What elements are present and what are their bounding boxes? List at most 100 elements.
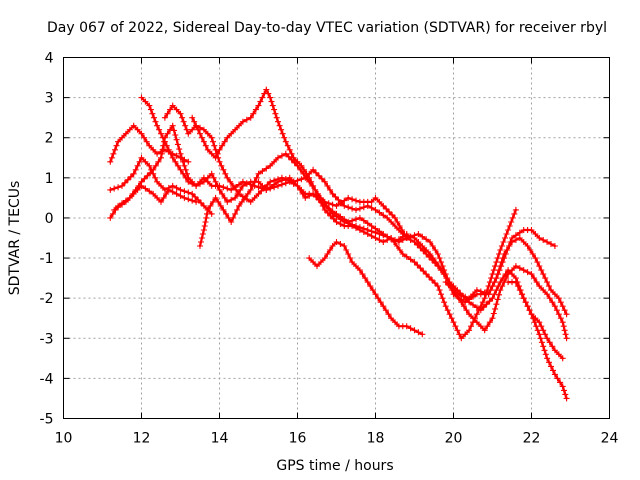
x-tick-label: 24	[601, 431, 619, 447]
x-tick-label: 16	[289, 431, 307, 447]
data-point	[429, 257, 436, 264]
data-point	[178, 154, 185, 161]
data-point	[546, 339, 553, 346]
data-point	[185, 130, 192, 137]
data-point	[150, 190, 157, 197]
data-point	[451, 288, 458, 295]
data-point	[224, 185, 231, 192]
data-point	[221, 138, 228, 145]
data-point	[306, 178, 313, 185]
data-point	[271, 184, 278, 191]
data-point	[483, 301, 490, 308]
data-point	[173, 184, 180, 191]
data-point	[485, 291, 492, 298]
data-point	[520, 295, 527, 302]
data-point	[506, 243, 513, 249]
data-point	[141, 134, 148, 141]
data-point	[477, 323, 484, 330]
data-point	[173, 136, 180, 143]
data-point	[512, 237, 519, 243]
data-point	[320, 198, 327, 205]
data-point	[349, 196, 356, 203]
data-point	[380, 303, 387, 310]
data-point	[180, 158, 187, 165]
data-point	[219, 142, 226, 149]
data-point	[159, 134, 166, 141]
data-point	[214, 150, 221, 157]
data-point	[204, 206, 211, 213]
data-point	[119, 200, 125, 207]
data-point	[417, 265, 424, 272]
data-point	[258, 187, 265, 194]
data-point	[480, 304, 487, 311]
data-point	[181, 162, 188, 169]
data-point	[403, 253, 410, 260]
data-point	[195, 126, 202, 133]
data-point	[177, 186, 184, 193]
data-point	[546, 359, 552, 366]
data-point	[454, 327, 461, 334]
data-point	[364, 202, 371, 209]
data-point	[458, 292, 465, 299]
data-point	[321, 178, 328, 185]
data-point	[169, 102, 176, 109]
data-point	[275, 182, 281, 189]
data-point	[436, 255, 443, 262]
data-point	[126, 126, 133, 133]
data-point	[161, 138, 168, 145]
data-point	[555, 295, 562, 302]
data-point	[142, 98, 149, 105]
data-point	[285, 153, 292, 160]
data-point	[446, 311, 453, 318]
data-point	[138, 178, 145, 185]
data-point	[110, 150, 117, 157]
data-point	[154, 178, 161, 185]
data-point	[495, 283, 502, 290]
series-track-9	[306, 239, 426, 338]
data-point	[551, 243, 558, 249]
data-point	[227, 178, 234, 185]
series-track-3	[111, 182, 200, 213]
data-point	[380, 202, 387, 209]
data-point	[182, 166, 189, 173]
data-point	[349, 259, 356, 266]
data-point	[164, 130, 171, 137]
data-point	[276, 122, 283, 129]
data-point	[551, 303, 558, 310]
data-point	[268, 98, 275, 105]
data-point	[524, 243, 531, 249]
data-point	[356, 205, 363, 212]
data-point	[444, 307, 451, 314]
series-track-8	[197, 150, 519, 342]
data-point	[275, 154, 281, 161]
data-point	[497, 263, 504, 270]
data-point	[503, 231, 510, 237]
data-point	[377, 299, 384, 306]
data-point	[538, 267, 545, 274]
data-point	[115, 138, 122, 145]
data-point	[183, 126, 190, 133]
data-point	[169, 188, 176, 195]
data-point	[271, 177, 278, 184]
data-point	[499, 255, 506, 262]
data-point	[415, 231, 422, 237]
data-point	[180, 170, 187, 177]
data-point	[528, 227, 535, 233]
data-point	[329, 190, 336, 197]
data-point	[143, 138, 150, 145]
data-point	[526, 307, 533, 314]
data-point	[189, 197, 196, 204]
data-point	[470, 291, 476, 298]
data-point	[528, 311, 535, 318]
data-point	[204, 178, 211, 185]
data-point	[243, 180, 250, 187]
data-point	[443, 275, 450, 282]
data-point	[536, 283, 543, 290]
data-point	[224, 134, 231, 141]
data-point	[224, 174, 231, 181]
data-point	[505, 267, 512, 274]
x-tick-label: 22	[523, 431, 541, 447]
data-point	[173, 152, 180, 159]
y-tick-label: 2	[45, 131, 54, 147]
data-point	[419, 331, 426, 338]
